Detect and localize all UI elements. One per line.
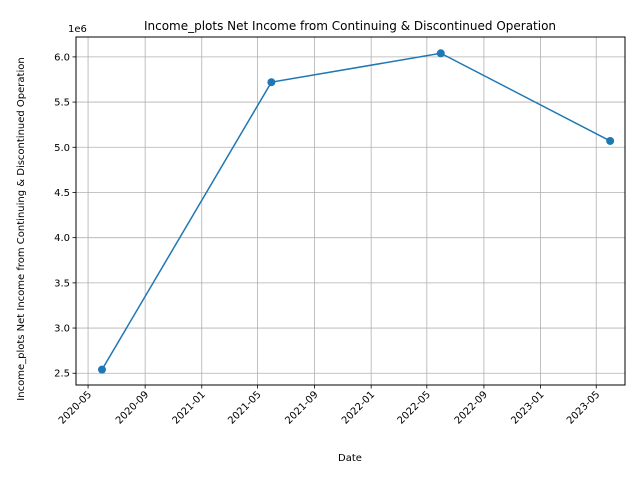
- chart-title: Income_plots Net Income from Continuing …: [144, 19, 556, 33]
- y-tick-label: 2.5: [54, 369, 70, 380]
- y-tick-label: 4.0: [54, 233, 70, 244]
- series-layer: [97, 49, 615, 374]
- x-axis-label: Date: [338, 453, 362, 464]
- grid-lines: [76, 37, 625, 385]
- plot-area-frame: [75, 36, 626, 386]
- y-tick-label: 6.0: [54, 52, 70, 63]
- y-tick-label: 5.5: [54, 98, 70, 109]
- y-tick-label: 5.0: [54, 143, 70, 154]
- data-point: [436, 49, 445, 58]
- data-point: [267, 78, 276, 87]
- y-tick-label: 3.0: [54, 324, 70, 335]
- y-offset-label: 1e6: [68, 24, 87, 35]
- data-point: [97, 365, 106, 374]
- series-line: [101, 52, 611, 371]
- y-tick-label: 4.5: [54, 188, 70, 199]
- data-point: [606, 136, 615, 145]
- y-axis-label: Income_plots Net Income from Continuing …: [16, 57, 27, 400]
- y-tick-label: 3.5: [54, 278, 70, 289]
